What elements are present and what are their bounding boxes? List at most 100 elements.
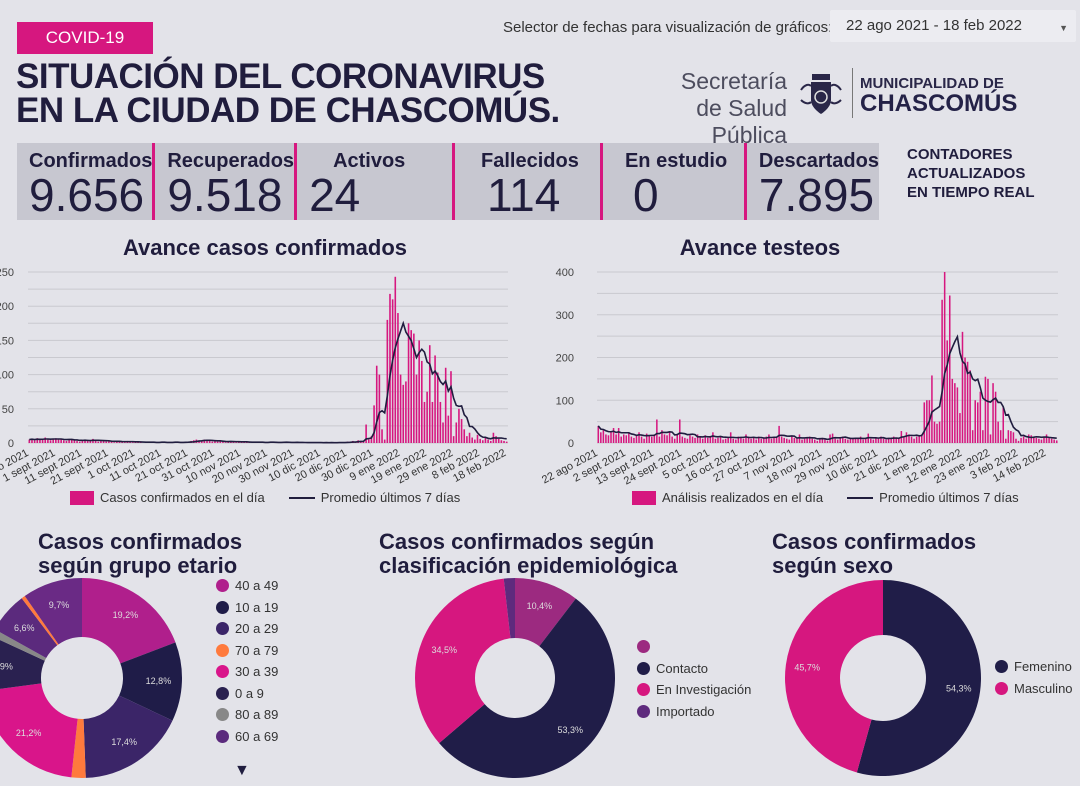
bar: [391, 299, 394, 443]
legend-dot: [995, 660, 1008, 674]
cases-legend: Casos confirmados en el día Promedio últi…: [70, 490, 460, 505]
legend-label: 80 a 89: [235, 707, 279, 723]
legend-label: En Investigación: [656, 682, 752, 698]
bar: [439, 401, 442, 443]
bar: [926, 400, 928, 443]
bar: [113, 442, 115, 443]
bar: [819, 438, 821, 443]
bar: [722, 439, 724, 443]
bar: [78, 441, 81, 443]
bar: [969, 370, 971, 443]
municipalidad-logo: MUNICIPALIDAD DE CHASCOMÚS: [860, 74, 1018, 117]
bar: [750, 438, 752, 443]
bar: [735, 439, 737, 443]
bar: [740, 437, 742, 443]
legend-swatch: [70, 490, 94, 505]
bar: [673, 438, 676, 443]
covid-badge: COVID-19: [17, 22, 153, 54]
bar: [108, 440, 110, 443]
bar: [689, 435, 691, 443]
bar: [1027, 434, 1030, 443]
legend-label: 40 a 49: [235, 578, 279, 594]
legend-item: Importado: [637, 701, 751, 723]
bar: [474, 439, 476, 443]
bar: [607, 435, 610, 443]
bar: [460, 419, 463, 443]
bar: [97, 441, 100, 443]
pie-slice: [0, 683, 78, 778]
bar: [892, 436, 895, 443]
y-tick-label: 400: [556, 267, 574, 279]
bar: [447, 415, 450, 443]
logo-divider: [852, 68, 853, 118]
bar: [33, 440, 36, 443]
age-legend: 40 a 49 10 a 19 20 a 29 70 a 79 30 a 39 0 a 9…: [216, 575, 278, 747]
bar: [47, 439, 49, 443]
bar: [484, 437, 487, 443]
bar: [222, 441, 224, 443]
chart-title-cases: Avance casos confirmados: [122, 235, 408, 260]
bar: [1002, 406, 1005, 443]
bar: [428, 345, 431, 443]
bar: [770, 438, 773, 443]
bar: [426, 391, 428, 443]
legend-next-page-button[interactable]: ▼: [234, 762, 250, 779]
bar: [648, 435, 650, 443]
pie-slice: [856, 580, 982, 777]
bar: [31, 438, 33, 443]
average-line: [597, 334, 1057, 441]
pie-slice: [24, 578, 82, 645]
date-selector-label: Selector de fechas para visualización de…: [503, 19, 833, 36]
bar: [84, 439, 86, 443]
bar: [933, 421, 936, 443]
title-line: EN LA CIUDAD DE CHASCOMÚS.: [16, 91, 560, 130]
bar: [94, 440, 97, 443]
legend-label: Promedio últimos 7 días: [879, 490, 1019, 505]
bar: [948, 295, 951, 443]
bar: [500, 440, 503, 443]
bar: [763, 437, 765, 443]
bar: [801, 439, 803, 443]
bar: [895, 437, 898, 443]
bar: [124, 442, 126, 443]
y-tick-label: 150: [0, 335, 14, 347]
bar: [717, 437, 719, 443]
counter-recuperados: Recuperados 9.518: [155, 143, 298, 220]
y-tick-label: 200: [556, 353, 574, 365]
bar: [854, 438, 857, 443]
legend-dot: [216, 600, 229, 614]
bar: [65, 440, 68, 443]
logo-line: CHASCOMÚS: [860, 90, 1018, 117]
bar: [778, 425, 780, 443]
note-line: CONTADORES: [907, 146, 1013, 163]
date-range-selector[interactable]: 22 ago 2021 - 18 feb 2022 ▼: [830, 10, 1076, 42]
slice-label: 21,2%: [16, 728, 42, 738]
bar: [671, 436, 673, 443]
counter-label: Activos: [333, 150, 406, 172]
page-title: SITUACIÓN DEL CORONAVIRUS EN LA CIUDAD DE…: [16, 59, 560, 130]
counter-label: Recuperados: [167, 150, 295, 172]
bar: [622, 434, 625, 443]
bar: [431, 401, 434, 443]
bar: [110, 441, 113, 443]
bar: [653, 434, 656, 443]
bar: [389, 293, 391, 443]
bar: [676, 434, 678, 443]
legend-label: 30 a 39: [235, 664, 279, 680]
bar: [707, 437, 709, 443]
bar: [105, 441, 108, 443]
bar: [1012, 432, 1015, 443]
bar: [1050, 438, 1053, 443]
legend-line: [847, 496, 874, 499]
bar: [992, 383, 994, 443]
bar: [28, 439, 31, 443]
bar: [1038, 438, 1040, 443]
pie-slice: [119, 642, 182, 721]
pie-slice: [785, 580, 883, 773]
bar: [450, 371, 452, 443]
bar: [1048, 437, 1050, 443]
bar: [211, 441, 214, 443]
legend-dot: [216, 708, 229, 722]
bar: [240, 442, 243, 443]
bar: [442, 422, 444, 443]
